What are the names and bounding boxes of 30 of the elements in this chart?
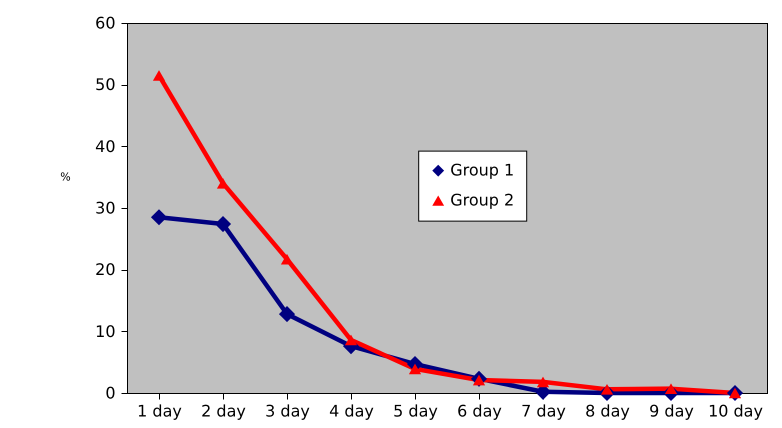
point — [600, 384, 614, 395]
x-tick-label: 4 day — [329, 402, 374, 420]
x-tick-label: 9 day — [649, 402, 694, 420]
x-tick-label: 1 day — [137, 402, 182, 420]
y-tick-label: 10 — [95, 322, 116, 341]
point — [278, 306, 296, 322]
x-tick-label: 7 day — [521, 402, 566, 420]
x-tick-label: 5 day — [393, 402, 438, 420]
point — [344, 334, 358, 346]
legend-label: Group 1 — [450, 160, 514, 180]
y-tick-label: 50 — [95, 75, 116, 94]
x-tick-label: 8 day — [585, 402, 630, 420]
point — [408, 364, 422, 374]
y-tick-label: 0 — [105, 384, 116, 402]
y-tick-label: 20 — [95, 260, 116, 280]
point — [664, 383, 678, 394]
x-tick-label: 6 day — [457, 402, 502, 420]
point — [728, 388, 742, 398]
point — [214, 216, 232, 232]
y-tick-label: 40 — [95, 136, 116, 156]
point — [152, 70, 166, 81]
y-tick-label: 60 — [95, 14, 116, 32]
x-tick-label: 3 day — [265, 402, 310, 420]
point — [150, 209, 168, 226]
point — [536, 376, 550, 388]
legend-label: Group 2 — [450, 190, 514, 210]
y-axis-title: % — [60, 170, 71, 184]
x-tick-label: 10 day — [708, 402, 763, 420]
y-tick-label: 30 — [95, 198, 116, 218]
x-tick-label: 2 day — [201, 402, 246, 420]
